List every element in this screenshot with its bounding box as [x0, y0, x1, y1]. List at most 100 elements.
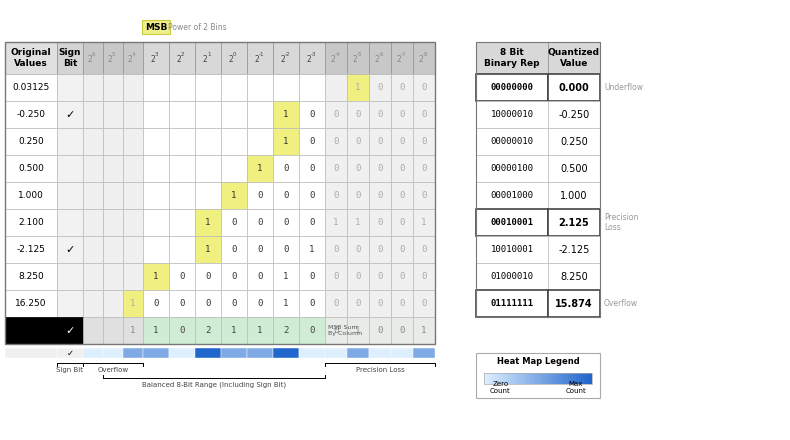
Bar [391, 236, 413, 263]
Bar [325, 209, 347, 236]
Bar [325, 236, 347, 263]
Bar [195, 128, 221, 155]
Bar [369, 317, 391, 344]
Bar [247, 74, 273, 101]
Bar [83, 263, 103, 290]
Text: Power of 2 Bins: Power of 2 Bins [168, 22, 227, 32]
Bar [247, 128, 273, 155]
Bar [83, 290, 103, 317]
Bar [5, 42, 435, 344]
Bar [5, 128, 57, 155]
Bar [527, 373, 530, 384]
Text: 0: 0 [378, 191, 382, 200]
Text: 16.250: 16.250 [15, 299, 47, 308]
Text: 0: 0 [378, 83, 382, 92]
Bar [169, 74, 195, 101]
Bar [57, 42, 83, 74]
Bar [195, 155, 221, 182]
Bar [299, 236, 325, 263]
Bar [413, 128, 435, 155]
Bar [169, 128, 195, 155]
Bar [169, 101, 195, 128]
Text: -4: -4 [335, 51, 340, 56]
Bar [273, 209, 299, 236]
Text: 0: 0 [231, 245, 237, 254]
Bar [103, 290, 123, 317]
Bar [195, 182, 221, 209]
Text: 0: 0 [399, 272, 404, 281]
Bar [5, 209, 57, 236]
Text: Original
Values: Original Values [11, 48, 51, 68]
Bar [369, 290, 391, 317]
Bar [347, 74, 369, 101]
Bar [83, 348, 103, 358]
Bar [247, 290, 273, 317]
Bar [5, 101, 57, 128]
Bar [484, 373, 487, 384]
Text: 0: 0 [399, 299, 404, 308]
Bar [103, 128, 123, 155]
Text: 0: 0 [378, 326, 382, 335]
Bar [103, 317, 123, 344]
Text: Sign Bit: Sign Bit [57, 367, 84, 373]
Text: 0: 0 [258, 218, 263, 227]
Bar [568, 373, 570, 384]
Bar [169, 209, 195, 236]
Bar [83, 42, 103, 74]
Bar [195, 209, 221, 236]
Bar [413, 182, 435, 209]
Text: 1: 1 [421, 218, 427, 227]
Bar [495, 373, 498, 384]
Text: 0: 0 [231, 218, 237, 227]
Bar [347, 155, 369, 182]
Bar [576, 373, 578, 384]
Bar [413, 263, 435, 290]
Bar [221, 290, 247, 317]
Text: 0: 0 [179, 299, 185, 308]
Bar [391, 74, 413, 101]
Text: Precision
Loss: Precision Loss [604, 213, 638, 232]
Bar [391, 155, 413, 182]
Bar [562, 373, 565, 384]
Bar [103, 348, 123, 358]
Bar [57, 290, 83, 317]
Bar [369, 155, 391, 182]
Bar [143, 182, 169, 209]
Bar [347, 290, 369, 317]
Bar [273, 182, 299, 209]
Bar [565, 373, 568, 384]
Bar [476, 290, 548, 317]
Bar [299, 101, 325, 128]
Text: 0: 0 [284, 164, 288, 173]
Text: 0: 0 [399, 164, 404, 173]
Text: 1: 1 [130, 326, 136, 335]
Bar [299, 263, 325, 290]
Text: Balanced 8-Bit Range (Including Sign Bit): Balanced 8-Bit Range (Including Sign Bit… [142, 382, 286, 388]
Bar [221, 317, 247, 344]
Bar [325, 182, 347, 209]
Text: 4: 4 [132, 51, 136, 56]
Text: 0: 0 [310, 164, 314, 173]
Text: 2: 2 [150, 55, 155, 63]
Bar [123, 182, 143, 209]
Bar [299, 74, 325, 101]
Bar [413, 236, 435, 263]
Bar [169, 155, 195, 182]
Bar [557, 373, 559, 384]
Text: Precision Loss: Precision Loss [356, 367, 404, 373]
Text: 0.500: 0.500 [18, 164, 44, 173]
Text: 0: 0 [310, 272, 314, 281]
Text: -6: -6 [379, 51, 385, 56]
Bar [548, 74, 600, 101]
Bar [273, 74, 299, 101]
Bar [476, 353, 600, 398]
Bar [540, 373, 544, 384]
Bar [413, 348, 435, 358]
Text: 1.000: 1.000 [560, 191, 588, 201]
Text: 2: 2 [418, 55, 423, 63]
Text: -1: -1 [259, 51, 265, 56]
Bar [57, 209, 83, 236]
Bar [143, 263, 169, 290]
Bar [195, 42, 221, 74]
Text: 0: 0 [333, 137, 339, 146]
